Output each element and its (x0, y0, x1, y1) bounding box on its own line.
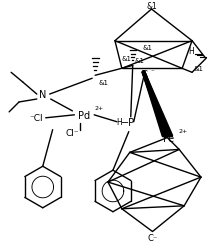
Text: &1: &1 (143, 44, 153, 51)
Text: Pd: Pd (78, 110, 90, 120)
Text: C: C (142, 70, 148, 78)
Text: Cl⁻: Cl⁻ (66, 128, 79, 138)
Text: &1: &1 (194, 66, 204, 72)
Text: &1: &1 (98, 80, 108, 86)
Text: 2+: 2+ (178, 128, 187, 133)
Text: Fe: Fe (163, 133, 174, 143)
Text: H: H (188, 47, 194, 56)
Text: N: N (39, 90, 46, 100)
Text: ⁻Cl: ⁻Cl (29, 114, 43, 123)
Text: &1: &1 (135, 58, 145, 64)
Text: C⁻: C⁻ (147, 233, 158, 242)
Text: H: H (116, 118, 122, 127)
Text: &1: &1 (146, 2, 157, 11)
Text: &1: &1 (122, 56, 132, 62)
Text: 2+: 2+ (94, 106, 103, 110)
Text: −P: −P (121, 117, 135, 127)
Text: ⁻: ⁻ (151, 69, 154, 75)
